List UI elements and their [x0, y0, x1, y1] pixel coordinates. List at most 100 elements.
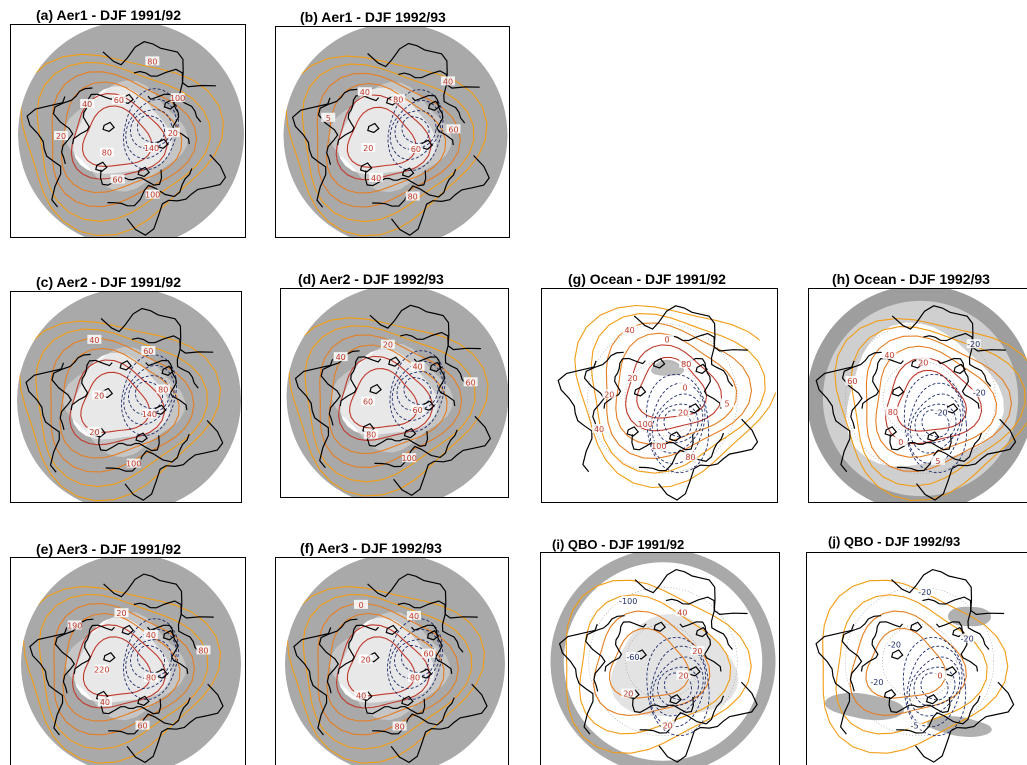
contour-label: -20 [918, 588, 931, 597]
contour-label-bg [67, 620, 82, 630]
positive-contour [885, 357, 983, 445]
contour-label-bg [145, 189, 160, 199]
light-shading [610, 614, 739, 716]
coastline [633, 386, 647, 397]
coastline [337, 624, 453, 715]
contour-label: 20 [94, 391, 104, 400]
contour-label: 20 [627, 374, 637, 383]
coastline [26, 41, 227, 236]
contour-label: 60 [363, 398, 373, 407]
negative-contour [123, 618, 179, 700]
contour-label-bg [143, 629, 158, 639]
contour-label: 20 [363, 144, 373, 153]
contour-label-bg [94, 664, 109, 674]
contour-label-bg [679, 358, 694, 368]
panel-e-map: 80 60 40 220 190 20 40 80 [10, 557, 246, 765]
contour-label-bg [358, 654, 373, 664]
panel-j-map: 0 -5 -20 -20 -20 -20 [806, 552, 1027, 765]
panel-title-g: (g) Ocean - DJF 1991/92 [568, 271, 726, 287]
contour-label: 40 [89, 336, 99, 345]
positive-contour [574, 304, 776, 489]
coastline [815, 568, 1015, 763]
contour-label: 100 [170, 94, 185, 103]
contour-label: 140 [144, 144, 159, 153]
map-disc: 80 80 40 20 0 40 60 [285, 558, 505, 765]
panel-title-b: (b) Aer1 - DJF 1992/93 [300, 9, 446, 25]
contour-label-bg [621, 596, 636, 606]
panel-title-e: (e) Aer3 - DJF 1991/92 [36, 541, 181, 557]
contour-label: 220 [94, 665, 109, 674]
contour-label: 5 [326, 114, 331, 123]
positive-contour [615, 332, 738, 445]
contour-label: 100 [145, 191, 160, 200]
contour-label: 40 [409, 612, 419, 621]
negative-contour [128, 375, 170, 415]
contour-label-bg [156, 384, 171, 394]
coastline [925, 693, 939, 705]
contour-label: 40 [594, 425, 604, 434]
contour-label: -20 [935, 409, 948, 418]
contour-label-bg [845, 376, 860, 386]
contour-label: 40 [371, 174, 381, 183]
polar-map-c: 140 100 20 20 40 60 80 [17, 292, 241, 502]
contour-label: -20 [973, 389, 986, 398]
coastline [695, 626, 709, 638]
contour-label: 0 [898, 438, 903, 447]
contour-label: 40 [146, 631, 156, 640]
coastline [293, 573, 488, 764]
negative-contour [121, 354, 177, 436]
contour-label: -20 [967, 340, 980, 349]
positive-contour [608, 627, 690, 699]
positive-contour [80, 371, 151, 433]
contour-label: 140 [142, 410, 157, 419]
negative-contour [394, 639, 436, 679]
contour-label: 40 [625, 326, 635, 335]
polar-map-e: 80 60 40 220 190 20 40 80 [21, 558, 241, 765]
contour-label-bg [410, 404, 425, 414]
positive-contour [896, 369, 968, 432]
contour-label: 190 [67, 621, 82, 630]
contour-label: 60 [143, 347, 153, 356]
contour-label-bg [170, 93, 185, 103]
polar-map-g: 20 80 100 100 40 20 20 40 0 80 0 5 [549, 289, 776, 502]
coastline [891, 386, 905, 397]
negative-contour [387, 618, 443, 700]
contour-label-bg [720, 398, 735, 408]
contour-label: -5 [911, 721, 919, 730]
map-disc: 140 100 60 80 20 40 60 80 100 20 [18, 25, 244, 237]
coastline [367, 122, 380, 134]
negative-contour [130, 109, 172, 149]
panel-i-map: 20 20 20 -60 -100 40 20 [540, 552, 780, 765]
positive-contour [50, 337, 195, 473]
contour-label-bg [143, 672, 158, 682]
contour-label: 80 [393, 95, 403, 104]
contour-label: 0 [664, 336, 669, 345]
coastline [401, 167, 415, 178]
positive-contour [349, 368, 419, 429]
coastline [103, 651, 116, 663]
negative-contour [651, 393, 704, 454]
contour-label-bg [421, 648, 436, 658]
positive-contour [326, 612, 445, 722]
contour-label-bg [196, 645, 211, 655]
coastline [29, 573, 224, 764]
coastline [695, 363, 708, 375]
contour-label-bg [678, 382, 693, 392]
contour-label-bg [364, 429, 379, 439]
contour-label: 20 [89, 428, 99, 437]
panel-g-map: 20 80 100 100 40 20 20 40 0 80 0 5 [541, 288, 778, 503]
contour-label-bg [165, 127, 180, 137]
coastline [388, 356, 401, 367]
negative-contour [401, 116, 430, 144]
contour-label-bg [934, 407, 949, 417]
contour-label: 60 [137, 722, 147, 731]
coastline [860, 621, 979, 714]
contour-label: 80 [681, 360, 691, 369]
contour-label-bg [675, 607, 690, 617]
coastline [359, 162, 373, 173]
latitude-circle [844, 586, 995, 737]
coastline [294, 304, 492, 497]
coastline [429, 361, 443, 373]
contour-label-bg [463, 377, 478, 387]
contour-label-bg [144, 143, 159, 153]
